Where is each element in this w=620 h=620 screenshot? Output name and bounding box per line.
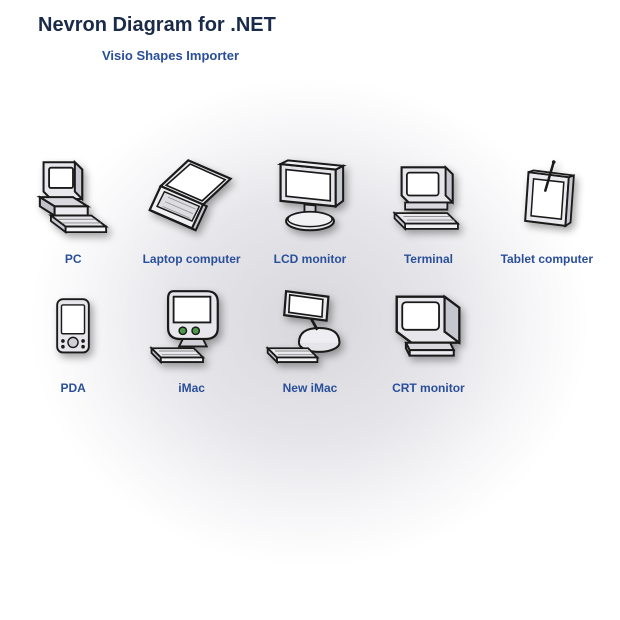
page-subtitle: Visio Shapes Importer [102,48,239,63]
shape-terminal: Terminal [373,150,483,267]
page-title: Nevron Diagram for .NET [38,14,276,37]
pc-icon [23,150,123,248]
shape-label: iMac [178,381,205,396]
pda-icon [23,279,123,377]
shape-crt: CRT monitor [373,279,483,396]
shape-pda: PDA [18,279,128,396]
shape-label: Tablet computer [501,252,593,267]
crt-icon [378,279,478,377]
shape-label: PDA [61,381,86,396]
shape-newimac: New iMac [255,279,365,396]
shape-label: Terminal [404,252,453,267]
shapes-grid: PC Laptop computer [18,150,602,396]
lcd-icon [260,150,360,248]
shape-tablet: Tablet computer [492,150,602,267]
shape-imac: iMac [136,279,246,396]
newimac-icon [260,279,360,377]
shape-label: PC [65,252,82,267]
imac-icon [142,279,242,377]
terminal-icon [378,150,478,248]
shape-label: New iMac [283,381,338,396]
shape-label: CRT monitor [392,381,465,396]
tablet-icon [497,150,597,248]
laptop-icon [142,150,242,248]
shape-label: Laptop computer [143,252,241,267]
shape-label: LCD monitor [274,252,347,267]
shape-lcd: LCD monitor [255,150,365,267]
shape-laptop: Laptop computer [136,150,246,267]
shape-pc: PC [18,150,128,267]
